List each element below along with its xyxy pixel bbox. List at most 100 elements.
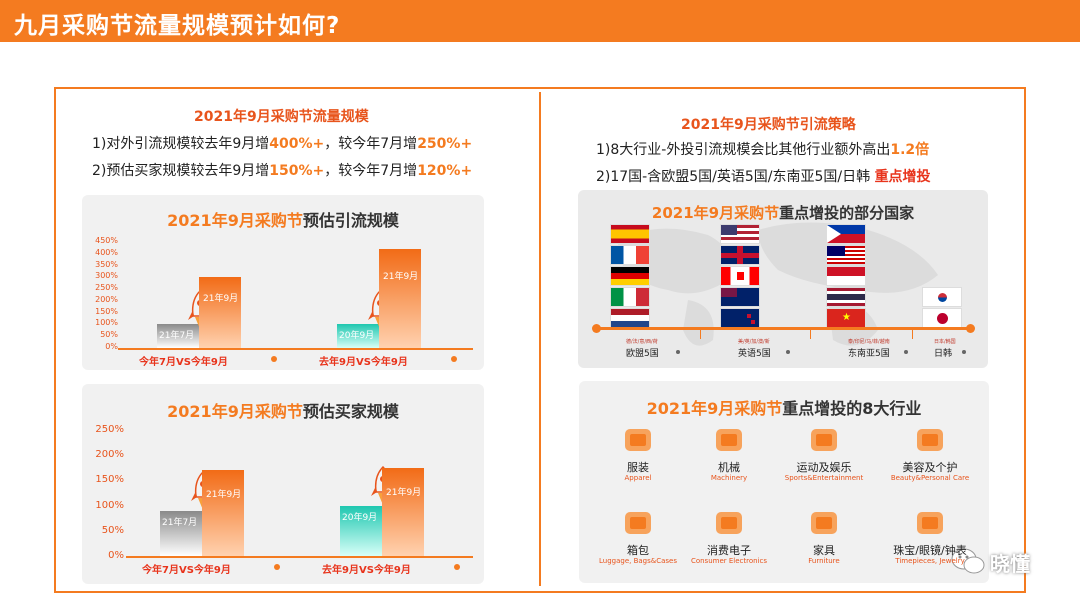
- industry-name-en: Luggage, Bags&Cases: [598, 557, 677, 565]
- category-label: 去年9月VS今年9月: [322, 565, 411, 576]
- y-tick-label: 0%: [108, 550, 124, 561]
- region-sub-sea: 泰/印尼/马/菲/越南: [848, 339, 890, 345]
- region-jpkr: 日韩: [934, 349, 953, 359]
- title-bar: 九月采购节流量规模预计如何?: [0, 0, 1080, 42]
- category-label: 去年9月VS今年9月: [319, 357, 408, 368]
- industry-name: 机械: [718, 461, 740, 474]
- bar: [199, 277, 241, 348]
- category-dot: [274, 564, 280, 570]
- bar-value-label: 21年9月: [206, 490, 242, 501]
- region-dot: [786, 350, 790, 354]
- industry-name: 消费电子: [707, 544, 751, 557]
- timeline-tick: [810, 329, 811, 339]
- bar-value-label: 21年9月: [383, 271, 419, 282]
- flag-france-icon: [610, 245, 650, 265]
- industries-title: 2021年9月采购节重点增投的8大行业: [646, 399, 922, 418]
- wechat-icon: [951, 548, 985, 574]
- bar: [337, 324, 379, 348]
- timeline-end-dot: [966, 324, 975, 333]
- category-label: 今年7月VS今年9月: [139, 357, 228, 368]
- bar: [160, 510, 202, 556]
- y-tick-label: 0%: [105, 342, 118, 351]
- y-tick-label: 150%: [95, 306, 118, 316]
- bar: [340, 505, 382, 556]
- watermark-text: 晓懂: [990, 552, 1030, 576]
- flag-japan-icon: [922, 308, 962, 328]
- flag-thailand-icon: [826, 287, 866, 307]
- y-tick-label: 250%: [95, 424, 124, 435]
- region-dot: [676, 350, 680, 354]
- chart1-panel: 2021年9月采购节预估引流规模: [82, 195, 484, 370]
- machinery-icon: [716, 429, 742, 451]
- vertical-divider: [539, 92, 541, 586]
- flag-canada-icon: [720, 266, 760, 286]
- region-sea: 东南亚5国: [848, 349, 890, 359]
- bar: [202, 470, 244, 556]
- y-tick-label: 350%: [95, 259, 118, 269]
- industry-name: 美容及个护: [902, 461, 958, 474]
- flag-indonesia-icon: [826, 266, 866, 286]
- timeline-tick: [700, 329, 701, 339]
- x-axis: [126, 556, 473, 558]
- flag-philippines-icon: [826, 224, 866, 244]
- region-english: 英语5国: [738, 349, 771, 359]
- region-timeline: [596, 327, 970, 330]
- industry-name-en: Timepieces, Jewelry: [895, 557, 965, 565]
- industry-name-en: Sports&Entertainment: [784, 474, 864, 482]
- category-label: 今年7月VS今年9月: [142, 565, 231, 576]
- y-tick-label: 100%: [95, 499, 124, 511]
- y-tick-label: 300%: [95, 271, 118, 281]
- bar-value-label: 21年9月: [386, 488, 422, 499]
- chart1-title: 2021年9月采购节预估引流规模: [167, 211, 399, 230]
- category-dot: [271, 356, 277, 362]
- region-dot: [962, 350, 966, 354]
- flag-australia-icon: [720, 287, 760, 307]
- map-title: 2021年9月采购节重点增投的部分国家: [651, 204, 915, 222]
- bar-value-label: 21年9月: [203, 294, 239, 305]
- x-axis: [118, 348, 473, 350]
- timeline-start-dot: [592, 324, 601, 333]
- right-line-2: 2)17国-含欧盟5国/英语5国/东南亚5国/日韩 重点增投: [596, 169, 931, 185]
- content-frame: [54, 87, 1026, 593]
- chart2-title: 2021年9月采购节预估买家规模: [167, 402, 399, 421]
- y-tick-label: 250%: [95, 283, 118, 293]
- flag-korea-icon: [922, 287, 962, 307]
- y-tick-label: 400%: [95, 247, 118, 257]
- y-tick-label: 100%: [95, 318, 118, 328]
- flag-italy-icon: [610, 287, 650, 307]
- left-heading: 2021年9月采购节流量规模: [194, 109, 369, 125]
- y-tick-label: 450%: [95, 236, 118, 245]
- industry-name-en: Consumer Electronics: [690, 557, 768, 565]
- industry-name-en: Furniture: [808, 557, 840, 565]
- bar: [157, 324, 199, 348]
- y-tick-label: 50%: [100, 330, 118, 340]
- industry-name: 家具: [813, 544, 835, 557]
- bar: [382, 467, 424, 556]
- apparel-icon: [625, 429, 651, 451]
- industry-name: 服装: [627, 461, 649, 474]
- timeline-tick: [912, 329, 913, 339]
- region-sub-english: 美/英/加/澳/新: [738, 339, 770, 345]
- luggage-icon: [625, 512, 651, 534]
- electronics-icon: [716, 512, 742, 534]
- y-tick-label: 150%: [95, 474, 124, 486]
- industry-name-en: Machinery: [710, 474, 748, 482]
- industry-name-en: Apparel: [624, 474, 652, 482]
- region-dot: [904, 350, 908, 354]
- region-eu: 欧盟5国: [626, 349, 659, 359]
- jewelry-icon: [917, 512, 943, 534]
- industries-panel: 2021年9月采购节重点增投的8大行业: [579, 381, 989, 583]
- flag-spain-icon: [610, 224, 650, 244]
- flag-netherlands-icon: [610, 308, 650, 328]
- industry-name: 箱包: [627, 544, 649, 557]
- page-title: 九月采购节流量规模预计如何?: [14, 13, 341, 39]
- y-tick-label: 200%: [95, 449, 124, 461]
- left-line-1: 1)对外引流规模较去年9月增400%+，较今年7月增250%+: [92, 136, 473, 152]
- flag-usa-icon: [720, 224, 760, 244]
- bar-value-label: 20年9月: [339, 331, 375, 342]
- bar-value-label: 21年7月: [162, 517, 198, 528]
- bar: [379, 249, 421, 348]
- flag-vietnam-icon: ★: [826, 308, 866, 328]
- category-dot: [454, 564, 460, 570]
- beauty-icon: [917, 429, 943, 451]
